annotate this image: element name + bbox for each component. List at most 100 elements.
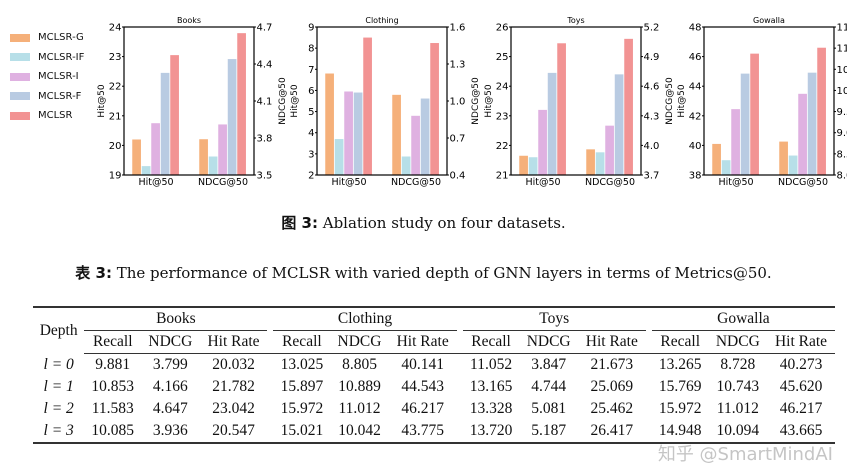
depth-cell: l = 2	[43, 400, 74, 417]
bar-mclsr-f	[614, 74, 624, 175]
metric-header: NDCG	[330, 330, 389, 354]
chart-legend: MCLSR-G MCLSR-IF MCLSR-I MCLSR-F MCLSR	[10, 28, 84, 126]
bar-mclsr-if	[721, 160, 731, 175]
chart-title: Toys	[566, 16, 584, 25]
y-tick-label: 22	[496, 141, 509, 152]
y2-tick-label: 11.5	[837, 23, 847, 34]
value-cell: 4.744	[531, 378, 567, 395]
watermark: 知乎 @SmartMindAI	[657, 444, 833, 465]
value-cell: 46.217	[779, 400, 823, 417]
y-tick-label: 21	[109, 111, 122, 122]
value-cell: 14.948	[658, 422, 702, 439]
value-cell: 10.889	[338, 378, 381, 395]
bar-mclsr-f	[227, 59, 237, 175]
value-cell: 15.972	[280, 400, 324, 417]
y-tick-label: 19	[109, 171, 122, 182]
value-cell: 3.847	[531, 356, 567, 373]
value-cell: 13.328	[469, 400, 513, 417]
value-cell: 10.094	[716, 422, 760, 439]
legend-item: MCLSR-I	[10, 67, 84, 87]
y-tick-label: 44	[689, 82, 702, 93]
y-tick-label: 26	[496, 23, 509, 34]
y2-axis-label: NDCG@50	[665, 77, 675, 125]
bar-mclsr-i	[731, 109, 740, 175]
y-tick-label: 24	[496, 82, 509, 93]
value-cell: 11.052	[470, 356, 513, 373]
y-tick-label: 40	[689, 141, 702, 152]
bar-mclsr-if	[788, 155, 798, 175]
bar-mclsr-g	[519, 155, 528, 175]
y2-tick-label: 3.8	[257, 134, 273, 145]
group-header: Clothing	[273, 307, 457, 331]
metric-header: Hit Rate	[767, 330, 835, 354]
table-caption: 表 3: The performance of MCLSR with varie…	[0, 262, 847, 283]
value-cell: 13.165	[469, 378, 513, 395]
bar-mclsr-if	[528, 157, 538, 175]
legend-swatch	[10, 53, 30, 62]
metric-header: NDCG	[141, 330, 200, 354]
metric-header: Recall	[651, 330, 709, 354]
bar-mclsr-i	[798, 93, 807, 175]
value-cell: 13.265	[658, 356, 702, 373]
y2-tick-label: 3.5	[257, 171, 273, 182]
figure-label: 图 3:	[281, 214, 318, 232]
bar-mclsr	[430, 43, 439, 176]
spacer	[456, 330, 463, 354]
y2-tick-label: 8.0	[837, 171, 847, 182]
x-tick-label: Hit@50	[525, 177, 560, 188]
legend-item: MCLSR	[10, 106, 84, 126]
y2-tick-label: 4.7	[257, 23, 273, 34]
table-row: l = 2 11.583 4.647 23.042 15.972 11.012 46.217…	[33, 398, 835, 420]
y2-tick-label: 8.5	[837, 149, 847, 160]
bar-mclsr-if	[208, 156, 218, 175]
y-tick-label: 38	[689, 171, 702, 182]
y2-tick-label: 11.0	[837, 44, 847, 55]
y-tick-label: 42	[689, 111, 702, 122]
value-cell: 23.042	[212, 400, 255, 417]
bar-mclsr-g	[779, 141, 788, 175]
y2-tick-label: 0.7	[450, 134, 466, 145]
bar-mclsr-f	[807, 72, 817, 175]
y2-tick-label: 5.2	[644, 23, 660, 34]
value-cell: 25.069	[590, 378, 634, 395]
y2-tick-label: 4.9	[644, 52, 660, 63]
y2-tick-label: 4.4	[257, 60, 273, 71]
value-cell: 3.799	[152, 356, 188, 373]
bar-mclsr-g	[199, 139, 208, 175]
bar-mclsr	[624, 38, 633, 176]
bar-mclsr	[817, 47, 826, 175]
y2-tick-label: 4.1	[257, 97, 273, 108]
x-tick-label: Hit@50	[331, 177, 366, 188]
value-cell: 43.665	[779, 422, 823, 439]
figure-caption: 图 3: Ablation study on four datasets.	[0, 212, 847, 233]
y-tick-label: 2	[308, 171, 314, 182]
metric-header: NDCG	[708, 330, 768, 354]
table-row: l = 3 10.085 3.936 20.547 15.021 10.042 43.775…	[33, 420, 835, 443]
table-label: 表 3:	[75, 264, 112, 282]
y-tick-label: 25	[496, 52, 509, 63]
bar-mclsr-g	[392, 94, 401, 175]
value-cell: 10.853	[91, 378, 135, 395]
bar-mclsr-f	[547, 72, 557, 175]
legend-item: MCLSR-G	[10, 28, 84, 48]
y2-tick-label: 9.0	[837, 128, 847, 139]
value-cell: 21.782	[212, 378, 255, 395]
value-cell: 20.547	[212, 422, 255, 439]
metric-header-row: Recall NDCG Hit Rate Recall NDCG Hit Rate Reca…	[33, 330, 835, 354]
table-row: l = 0 9.881 3.799 20.032 13.025 8.805 40.141 11…	[33, 354, 835, 377]
bar-mclsr-g	[132, 139, 141, 175]
group-header: Books	[84, 307, 268, 331]
value-cell: 15.972	[658, 400, 702, 417]
chart-title: Clothing	[365, 16, 398, 25]
y-axis-label: Hit@50	[97, 84, 107, 118]
depth-cell: l = 0	[43, 355, 74, 373]
legend-label: MCLSR-I	[38, 71, 79, 83]
value-cell: 20.032	[212, 356, 255, 373]
table-caption-text: The performance of MCLSR with varied dep…	[111, 264, 772, 282]
y-tick-label: 4	[308, 128, 314, 139]
value-cell: 10.085	[91, 422, 135, 439]
metric-header: Recall	[273, 330, 331, 354]
bar-mclsr-if	[334, 139, 344, 175]
bar-mclsr-i	[411, 115, 420, 175]
spacer	[267, 330, 274, 354]
